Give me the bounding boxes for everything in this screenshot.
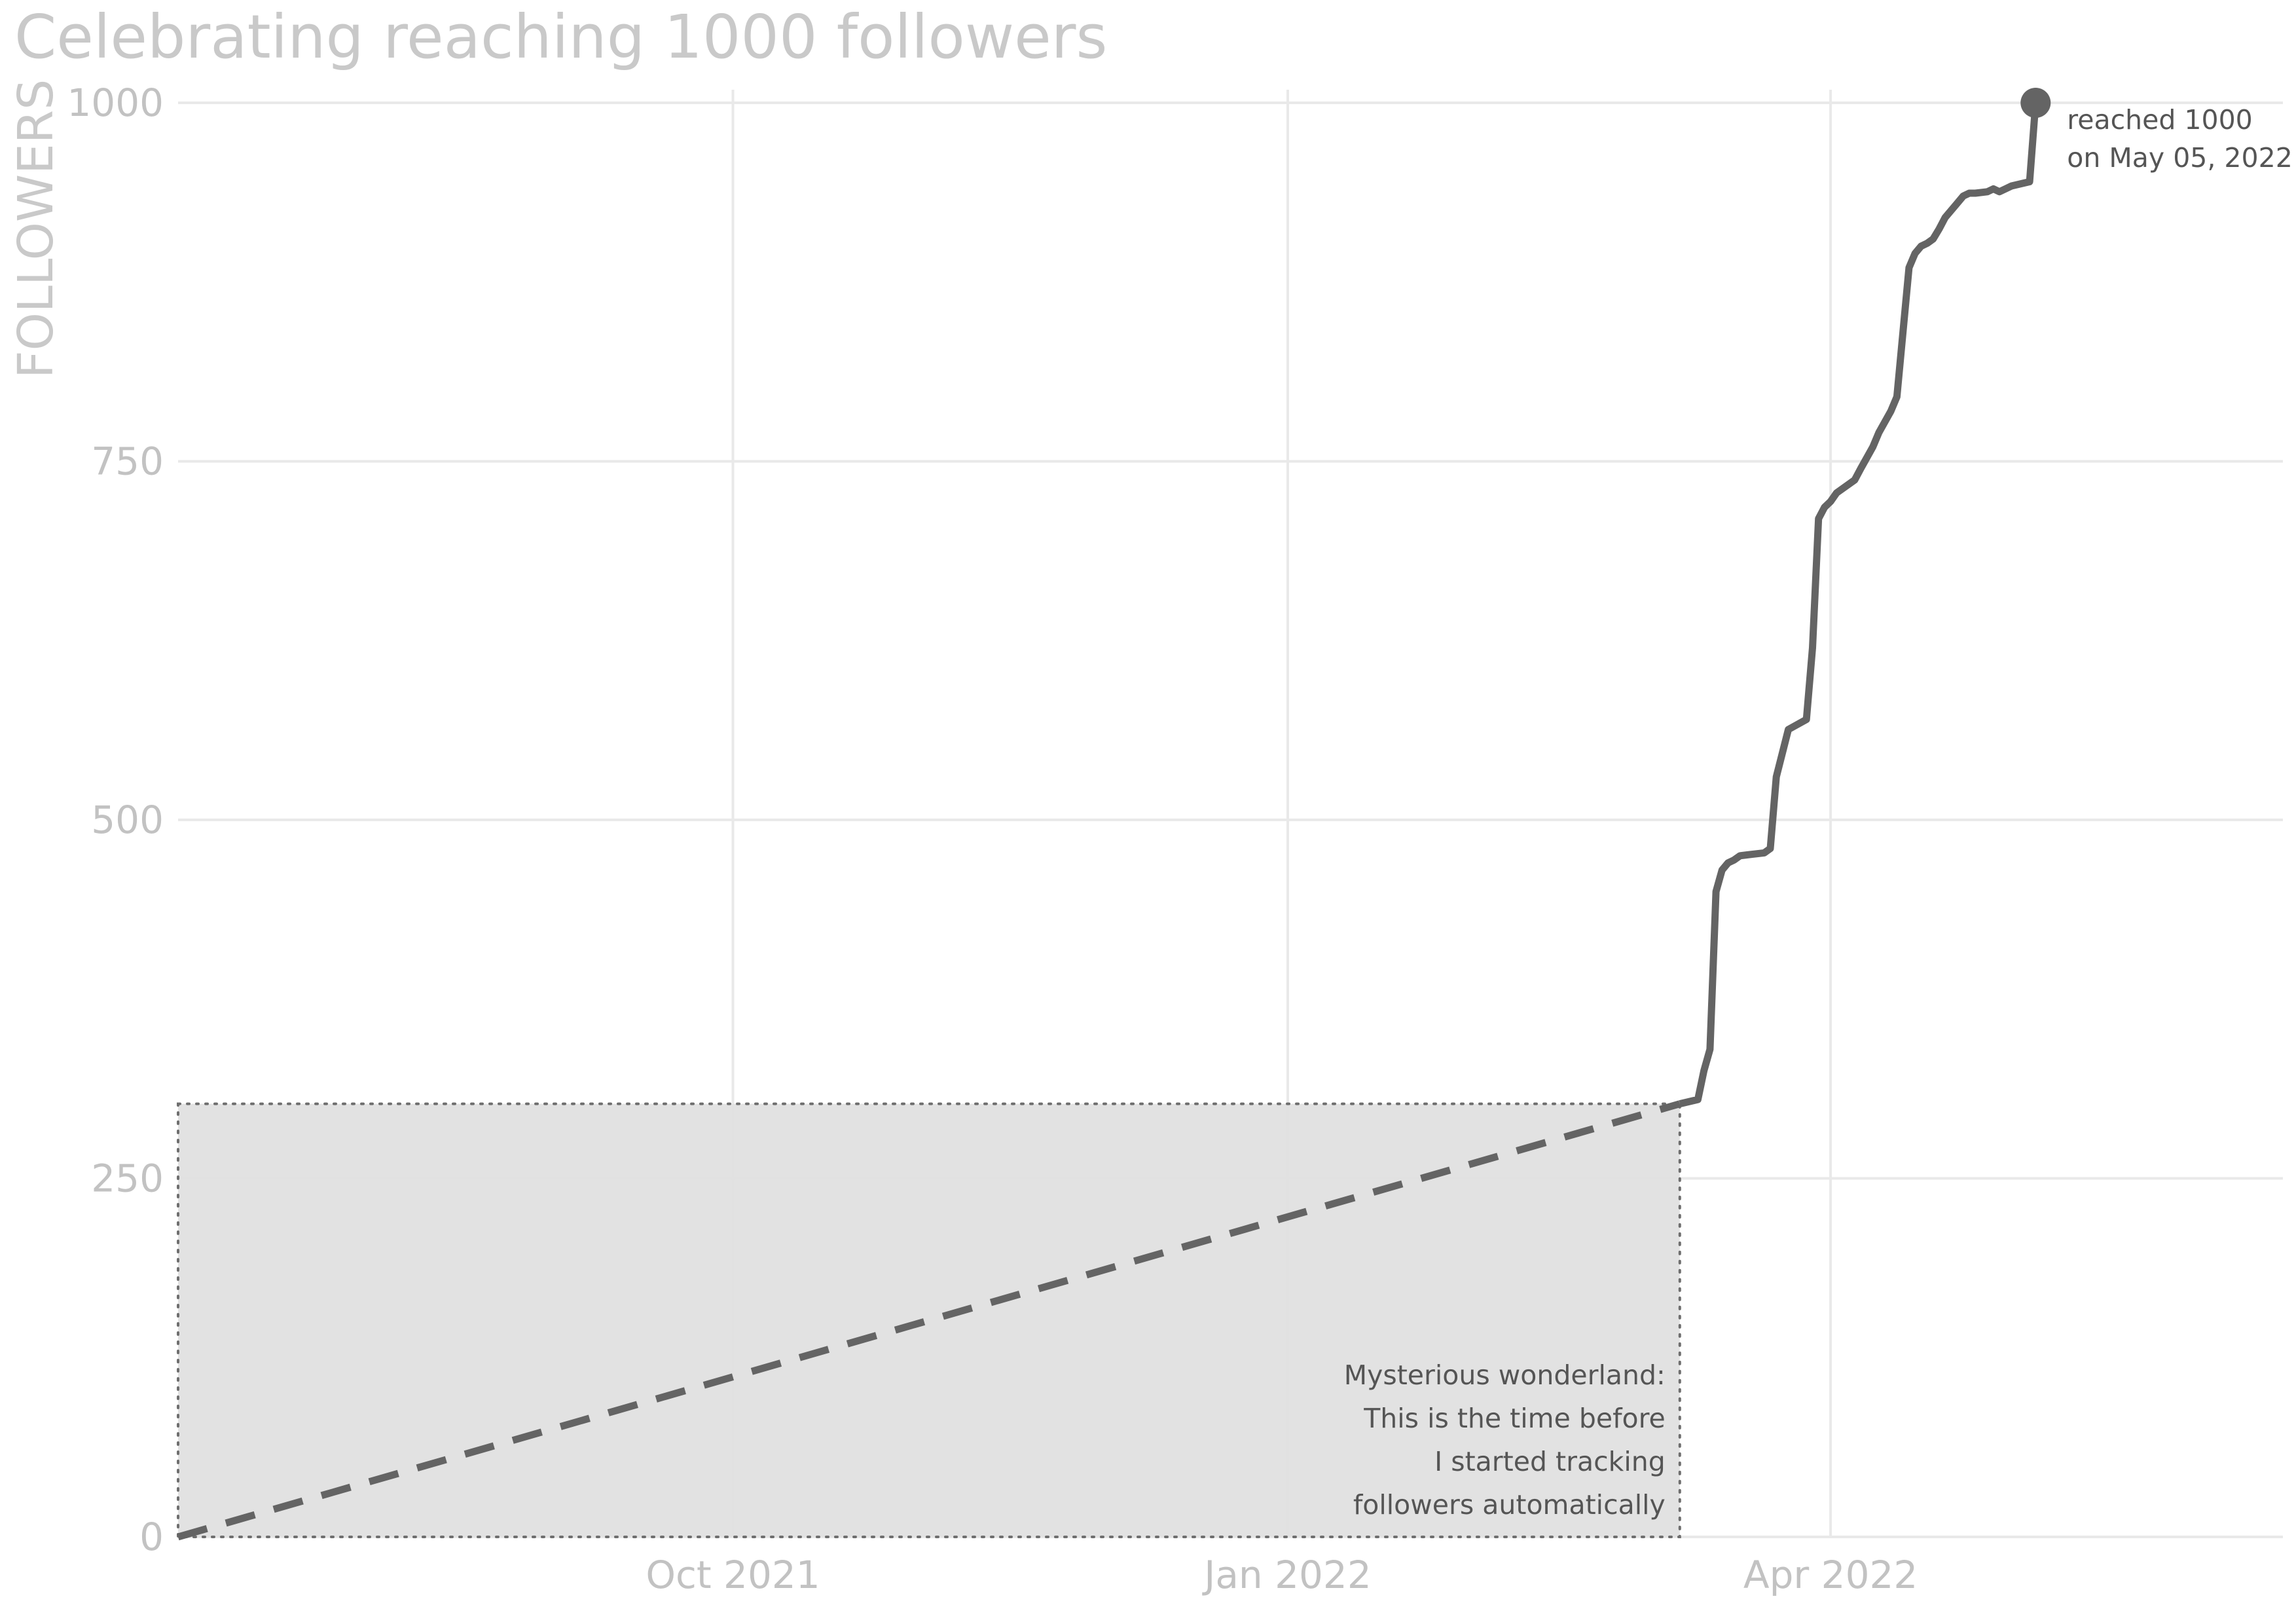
milestone-annotation-line: on May 05, 2022 xyxy=(2067,142,2292,174)
y-tick-label: 500 xyxy=(91,798,164,842)
milestone-point xyxy=(2020,88,2051,118)
axis-ticks: 0 250 500 750 1000 Oct 2021 Jan 2022 Apr 2022 xyxy=(67,81,1918,1597)
milestone-annotation-line: reached 1000 xyxy=(2067,104,2252,136)
y-axis-label: FOLLOWERS xyxy=(8,79,64,378)
wonderland-annotation-line: This is the time before xyxy=(1363,1403,1666,1434)
y-tick-label: 0 xyxy=(139,1515,164,1559)
y-tick-label: 250 xyxy=(91,1156,164,1201)
estimated-followers-line xyxy=(177,1100,1681,1541)
y-tick-label: 750 xyxy=(91,439,164,484)
y-tick-label: 1000 xyxy=(67,81,164,125)
wonderland-annotation-line: followers automatically xyxy=(1353,1489,1666,1521)
wonderland-annotation-line: Mysterious wonderland: xyxy=(1344,1359,1666,1391)
annotations: reached 1000 on May 05, 2022 Mysterious wo… xyxy=(1344,104,2293,1521)
x-tick-label: Oct 2021 xyxy=(646,1553,820,1597)
series-lines xyxy=(177,88,2051,1541)
wonderland-annotation-line: I started tracking xyxy=(1434,1446,1666,1477)
tracked-followers-line xyxy=(1679,102,2039,1107)
x-tick-label: Apr 2022 xyxy=(1743,1553,1918,1597)
x-tick-label: Jan 2022 xyxy=(1202,1553,1371,1597)
chart-title: Celebrating reaching 1000 followers xyxy=(14,2,1107,72)
